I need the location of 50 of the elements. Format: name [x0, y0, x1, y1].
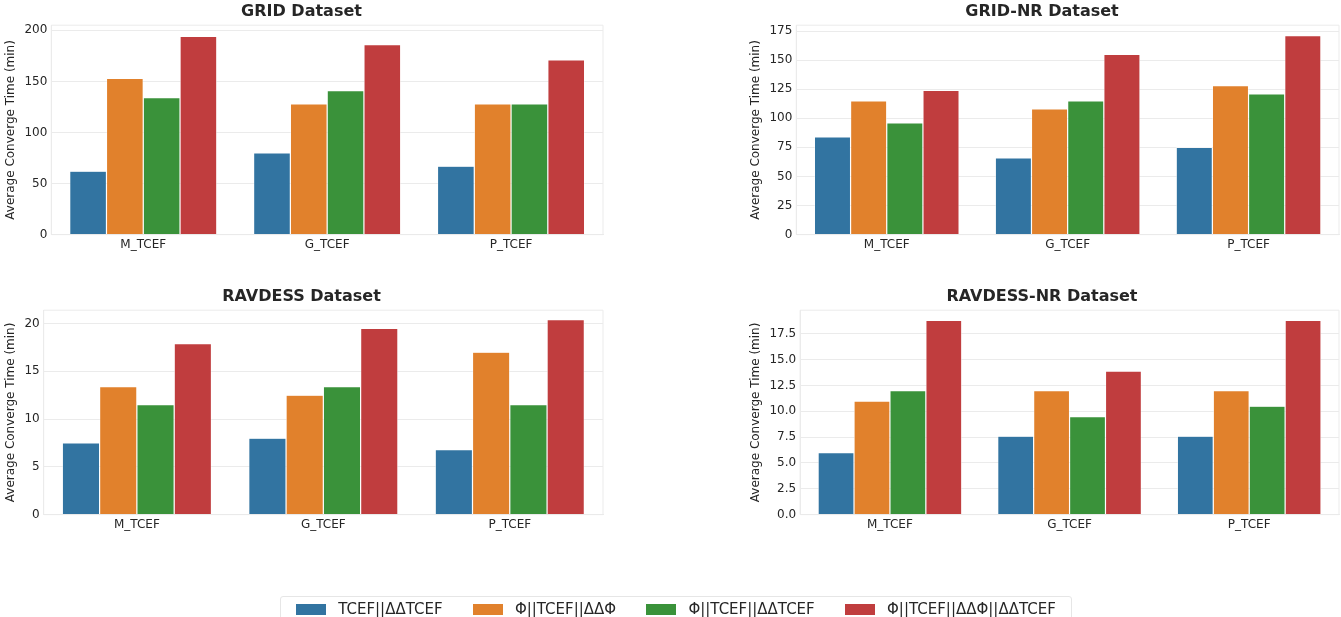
legend-label: TCEF||ΔΔTCEF [338, 600, 443, 617]
chart-title: RAVDESS Dataset [222, 285, 382, 305]
y-tick-label: 15.0 [769, 351, 797, 366]
y-tick-label: 2.5 [777, 480, 797, 495]
x-tick-label: M_TCEF [120, 236, 167, 251]
x-tick-label: G_TCEF [1045, 236, 1091, 251]
y-tick-label: 12.5 [769, 377, 797, 392]
legend-label: Φ||TCEF||ΔΔTCEF [688, 600, 815, 617]
y-tick-label: 0 [32, 506, 40, 521]
y-tick-label: 50 [777, 168, 793, 183]
y-tick-label: 0.0 [777, 506, 797, 521]
y-tick-label: 100 [24, 124, 48, 139]
x-tick-label: P_TCEF [488, 516, 532, 531]
chart-title: GRID-NR Dataset [965, 0, 1120, 20]
y-tick-label: 50 [32, 175, 48, 190]
y-tick-label: 17.5 [769, 326, 797, 341]
y-tick-label: 75 [777, 139, 793, 154]
y-tick-label: 20 [24, 315, 40, 330]
legend-label: Φ||TCEF||ΔΔΦ [514, 600, 617, 617]
x-tick-label: M_TCEF [113, 516, 160, 531]
y-tick-label: 0 [784, 226, 793, 241]
y-tick-label: 175 [769, 23, 793, 38]
y-tick-label: 10 [24, 411, 40, 426]
y-axis-title: Average Converge Time (min) [748, 322, 763, 503]
y-tick-label: 150 [24, 73, 48, 88]
y-axis-title: Average Converge Time (min) [3, 40, 18, 220]
y-tick-label: 150 [769, 52, 793, 67]
chart-title: GRID Dataset [241, 0, 363, 20]
x-tick-label: P_TCEF [1227, 236, 1271, 251]
y-tick-label: 10.0 [769, 403, 797, 418]
legend-label: Φ||TCEF||ΔΔΦ||ΔΔTCEF [887, 600, 1056, 617]
y-tick-label: 15 [24, 363, 40, 378]
x-tick-label: G_TCEF [304, 236, 350, 251]
x-tick-label: M_TCEF [867, 516, 913, 531]
y-axis-title: Average Converge Time (min) [3, 322, 18, 503]
x-tick-label: G_TCEF [300, 516, 346, 531]
y-tick-label: 125 [769, 81, 793, 96]
y-tick-label: 25 [777, 197, 793, 212]
y-tick-label: 100 [769, 110, 793, 125]
chart-title: RAVDESS-NR Dataset [946, 285, 1138, 305]
y-tick-label: 7.5 [777, 429, 797, 444]
y-tick-label: 5.0 [777, 455, 797, 470]
x-tick-label: P_TCEF [489, 236, 533, 251]
y-tick-label: 5 [32, 458, 40, 473]
y-axis-title: Average Converge Time (min) [748, 40, 763, 220]
x-tick-label: G_TCEF [1047, 516, 1093, 531]
x-tick-label: P_TCEF [1227, 516, 1271, 531]
y-tick-label: 0 [39, 226, 48, 241]
x-tick-label: M_TCEF [863, 236, 910, 251]
y-tick-label: 200 [24, 22, 48, 37]
